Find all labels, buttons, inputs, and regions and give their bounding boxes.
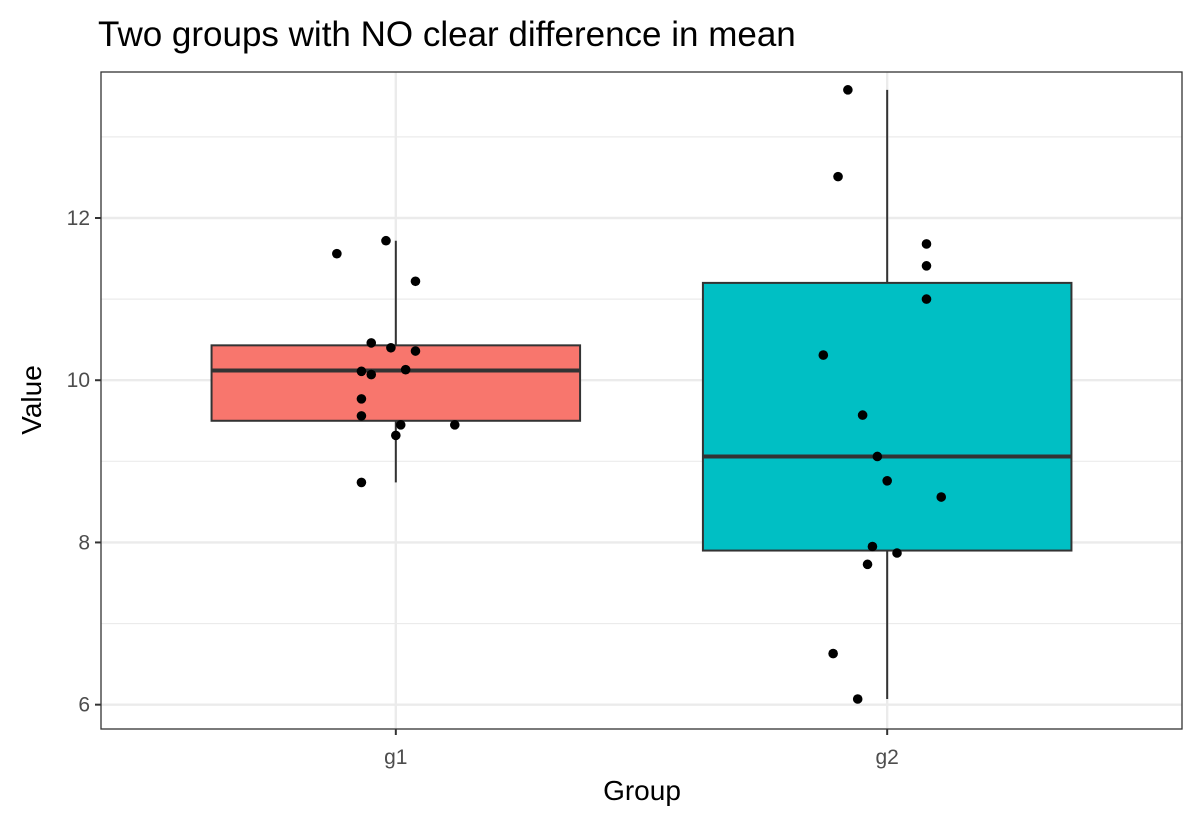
box-rect	[701, 281, 1073, 552]
data-point-g1	[356, 411, 367, 421]
x-axis: g1 g2	[384, 729, 899, 769]
data-point-g1	[449, 420, 460, 430]
panel-border	[100, 71, 1183, 730]
x-tick-label: g1	[384, 746, 407, 769]
data-point-g2	[936, 492, 947, 502]
data-points	[332, 85, 947, 704]
x-axis-title: Group	[603, 775, 681, 806]
data-point-g2	[857, 410, 868, 420]
y-tick-label: 6	[78, 694, 90, 717]
data-point-g1	[386, 342, 396, 353]
data-point-g2	[882, 476, 892, 486]
chart-title: Two groups with NO clear difference in m…	[98, 15, 796, 54]
data-point-g2	[921, 294, 932, 304]
data-point-g1	[381, 235, 391, 246]
data-point-g2	[921, 239, 932, 249]
y-axis-title: Value	[16, 365, 47, 435]
data-point-g2	[852, 694, 863, 704]
data-point-g1	[391, 430, 401, 441]
data-point-g1	[366, 369, 377, 380]
y-axis: 6 8 10 12	[67, 207, 101, 717]
box-g2	[701, 89, 1073, 699]
data-point-g1	[356, 366, 367, 377]
y-tick-label: 12	[67, 207, 90, 230]
data-point-g1	[356, 477, 367, 488]
box-rect	[210, 344, 582, 422]
y-tick-label: 10	[67, 369, 90, 392]
data-point-g2	[872, 451, 883, 462]
data-point-g2	[921, 261, 932, 271]
data-point-g2	[833, 171, 843, 182]
data-point-g1	[410, 276, 421, 287]
data-point-g1	[366, 338, 377, 348]
data-point-g2	[828, 648, 838, 659]
data-point-g1	[400, 364, 411, 375]
x-tick-label: g2	[876, 746, 899, 769]
data-point-g2	[867, 541, 878, 552]
data-point-g1	[356, 394, 367, 404]
data-point-g2	[892, 548, 902, 558]
data-point-g2	[862, 559, 873, 570]
y-tick-label: 8	[78, 531, 90, 554]
data-point-g1	[395, 420, 406, 430]
data-point-g1	[332, 248, 342, 259]
box-g1	[210, 240, 582, 483]
data-point-g2	[818, 350, 829, 360]
data-point-g1	[410, 346, 421, 356]
boxes	[210, 89, 1073, 699]
data-point-g2	[843, 85, 853, 95]
